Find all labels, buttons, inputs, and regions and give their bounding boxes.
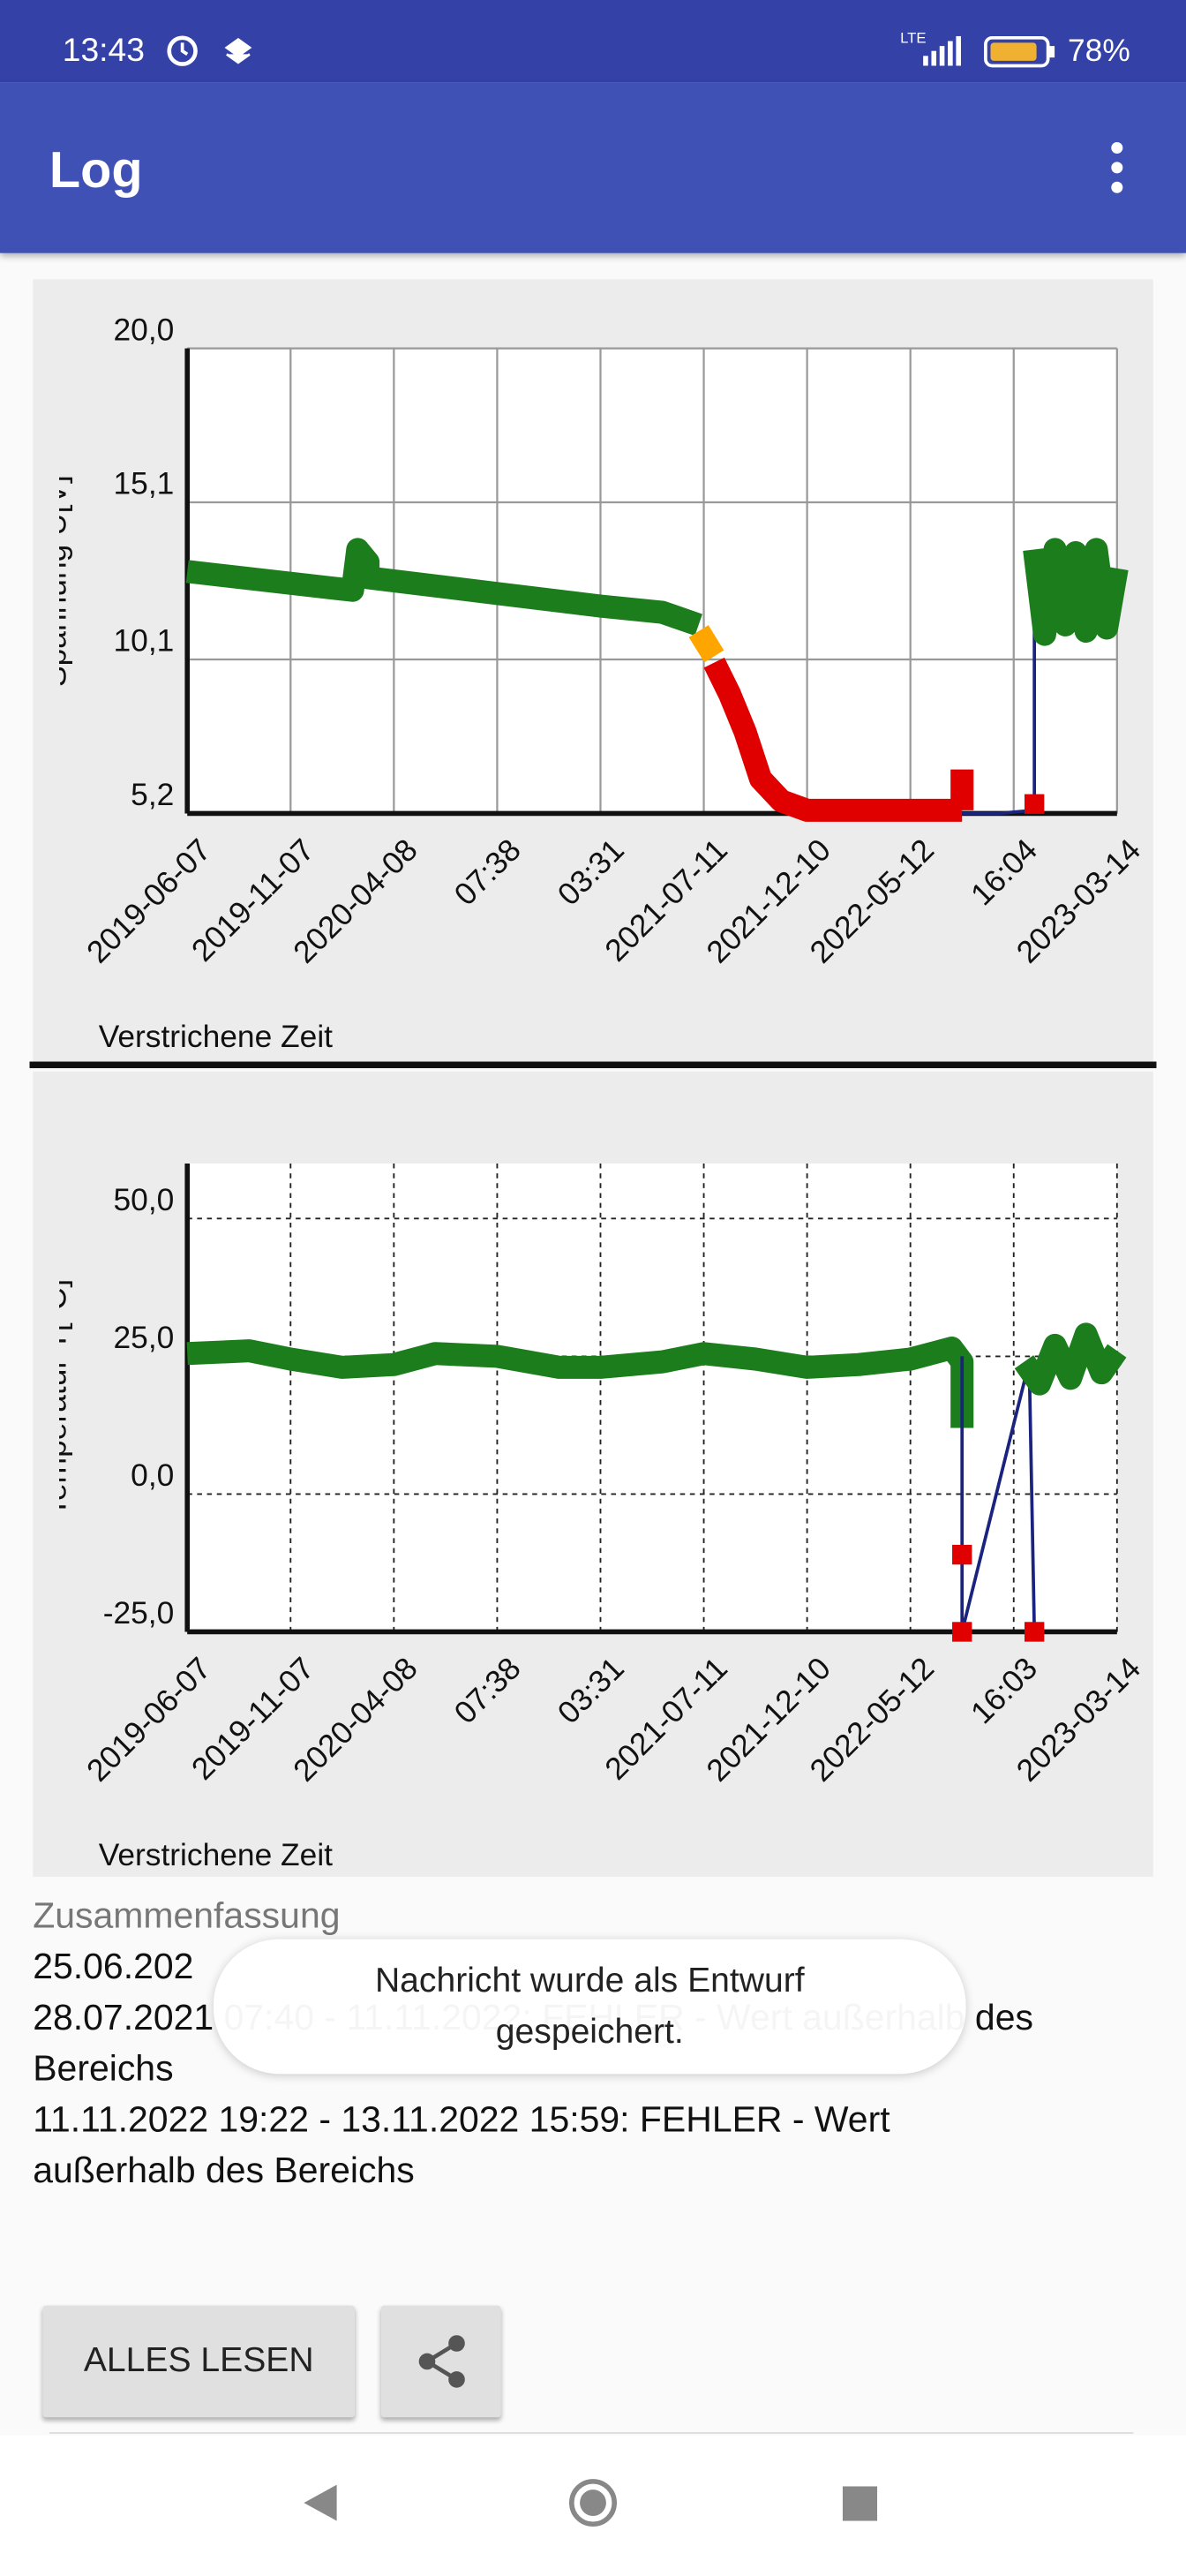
y-tick-label: 5,2 [131,778,174,812]
y-tick-label: 0,0 [131,1458,174,1493]
data-line [960,1356,1037,1634]
summary-line: 25.06.202 [33,1946,194,1987]
data-point [1024,794,1045,814]
toast: Nachricht wurde als Entwurf gespeichert. [213,1939,966,2075]
y-tick-label: 25,0 [113,1321,174,1355]
overflow-menu[interactable] [1097,141,1137,197]
data-line [1023,538,1129,646]
summary-heading: Zusammenfassung [33,1894,341,1936]
data-point [1024,1622,1045,1642]
clock: 13:43 [62,33,145,70]
y-axis-title: Temperatur T[°C] [38,1279,72,1517]
status-bar: 13:43 LTE 78% [0,0,1186,83]
y-axis-title: Spannung U[V] [38,475,72,687]
read-all-button[interactable]: ALLES LESEN [42,2305,356,2418]
share-icon [417,2335,464,2388]
y-tick-label: 10,1 [113,624,174,659]
network-type: LTE [900,29,927,47]
app-bar: Log [0,82,1186,253]
y-tick-label: 20,0 [113,313,174,347]
nav-recent[interactable] [842,2486,878,2521]
data-point [952,1544,972,1565]
app-title: Log [49,141,143,200]
nav-buttons [304,2479,878,2527]
y-tick-label: 50,0 [113,1183,174,1217]
plot-area [187,1163,1117,1632]
chart-separator [29,1061,1157,1068]
data-line [186,1337,974,1428]
data-line [185,538,702,636]
y-tick-label: 15,1 [113,467,174,501]
divider [49,2432,1134,2434]
status-icons [167,35,252,66]
nav-bar [0,2435,1186,2576]
x-axis-title: Verstrichene Zeit [99,1020,333,1054]
y-tick-label: -25,0 [103,1596,175,1631]
summary-line: 11.11.2022 19:22 - 13.11.2022 15:59: FEH… [33,2098,890,2191]
x-axis-title: Verstrichene Zeit [99,1838,333,1872]
status-icons-right [923,35,1055,68]
data-line [962,553,1037,816]
battery-level: 78% [1067,34,1130,70]
share-button[interactable] [380,2305,501,2418]
data-point [952,1622,972,1642]
data-line [1014,1322,1127,1396]
nav-back[interactable] [304,2484,337,2521]
data-line [703,657,963,822]
data-line [688,625,724,663]
nav-home[interactable] [569,2479,617,2527]
